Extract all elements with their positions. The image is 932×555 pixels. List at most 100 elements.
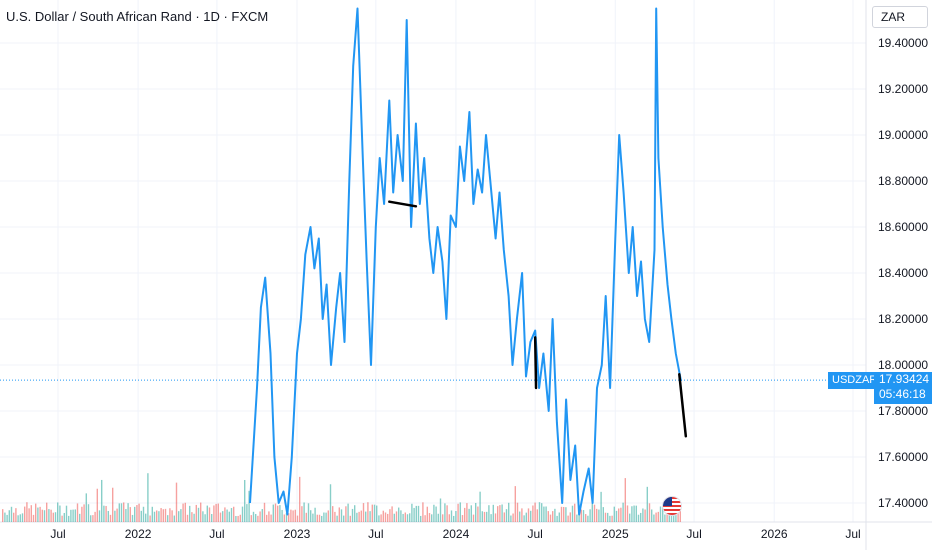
volume-bar <box>662 504 664 522</box>
volume-bar <box>233 506 235 522</box>
volume-bar <box>400 510 402 522</box>
volume-bar <box>481 511 483 522</box>
volume-bar <box>446 505 448 522</box>
volume-bar <box>107 510 109 522</box>
volume-bar <box>149 515 151 522</box>
volume-bar <box>369 511 371 522</box>
x-tick-label: 2023 <box>284 527 311 541</box>
volume-bar <box>241 506 244 522</box>
volume-bar <box>426 506 428 522</box>
volume-bar <box>648 503 651 522</box>
volume-bar <box>307 503 310 522</box>
volume-bar <box>406 514 409 522</box>
volume-bar <box>464 507 466 522</box>
volume-bar <box>479 491 481 522</box>
volume-bar <box>17 515 19 522</box>
volume-bar <box>604 512 607 522</box>
volume-bar <box>171 510 173 522</box>
volume-bar <box>340 509 343 522</box>
volume-bar <box>659 506 662 522</box>
volume-bar <box>455 511 457 522</box>
volume-bar <box>490 514 492 522</box>
volume-bar <box>633 505 635 522</box>
volume-bar <box>83 504 85 522</box>
volume-bar <box>329 484 332 522</box>
volume-bar <box>175 482 178 522</box>
price-series-line <box>249 7 682 516</box>
trend-line-drawing[interactable] <box>678 372 688 438</box>
volume-bar <box>4 512 6 522</box>
volume-bar <box>318 514 321 522</box>
volume-bar <box>24 506 26 522</box>
volume-bar <box>486 511 488 522</box>
volume-bar <box>279 505 281 522</box>
volume-bar <box>140 510 142 522</box>
volume-bar <box>54 512 57 522</box>
volume-bar <box>367 502 369 522</box>
volume-bar <box>272 504 274 522</box>
volume-bar <box>512 513 514 522</box>
volume-bar <box>347 503 349 522</box>
volume-bar <box>431 514 433 522</box>
volume-bar <box>299 476 301 522</box>
volume-bar <box>156 510 158 522</box>
volume-bar <box>387 513 389 522</box>
y-tick-label: 17.60000 <box>878 450 928 464</box>
volume-bar <box>109 514 112 522</box>
x-tick-label: 2025 <box>602 527 629 541</box>
volume-bar <box>219 512 222 522</box>
trend-line-drawing[interactable] <box>533 336 538 390</box>
volume-bar <box>521 508 523 522</box>
volume-bar <box>554 508 556 522</box>
volume-bar <box>314 507 316 522</box>
volume-bar <box>503 512 505 522</box>
volume-bar <box>389 509 391 522</box>
volume-bar <box>208 507 211 522</box>
x-tick-label: Jul <box>528 527 543 541</box>
volume-bar <box>228 511 230 522</box>
volume-bar <box>475 502 477 522</box>
volume-bar <box>167 515 169 522</box>
volume-bar <box>567 515 569 522</box>
volume-bar <box>305 512 307 522</box>
volume-bar <box>101 479 103 522</box>
volume-bar <box>79 513 81 522</box>
currency-selector[interactable]: ZAR <box>872 6 928 28</box>
x-tick-label: Jul <box>50 527 65 541</box>
volume-bar <box>169 508 171 522</box>
volume-bar <box>356 512 358 522</box>
y-tick-label: 17.40000 <box>878 496 928 510</box>
volume-bar <box>244 479 246 522</box>
trend-line-drawing[interactable] <box>388 200 418 208</box>
last-price-value: 17.93424 <box>879 372 930 386</box>
volume-bar <box>248 490 250 522</box>
volume-bar <box>466 503 468 522</box>
volume-bar <box>591 502 593 522</box>
volume-bar <box>424 515 426 522</box>
volume-bar <box>373 504 376 522</box>
volume-bar <box>178 511 180 522</box>
us-flag-icon[interactable] <box>662 496 682 516</box>
volume-bar <box>290 509 292 522</box>
volume-bar <box>285 512 288 522</box>
volume-bar <box>393 513 395 522</box>
volume-bar <box>607 512 609 522</box>
volume-bar <box>8 510 10 522</box>
volume-bar <box>450 510 453 522</box>
volume-bar <box>325 512 327 522</box>
volume-bar <box>442 514 444 522</box>
volume-bar <box>217 503 219 522</box>
volume-bar <box>153 511 156 522</box>
volume-bar <box>358 511 360 522</box>
volume-bar <box>288 513 290 522</box>
volume-bar <box>292 510 294 522</box>
volume-bar <box>127 503 129 522</box>
volume-bar <box>457 503 459 522</box>
volume-bar <box>378 515 380 522</box>
volume-bar <box>246 504 248 522</box>
volume-bar <box>252 511 255 522</box>
volume-bar <box>609 515 611 522</box>
volume-bar <box>472 514 475 522</box>
